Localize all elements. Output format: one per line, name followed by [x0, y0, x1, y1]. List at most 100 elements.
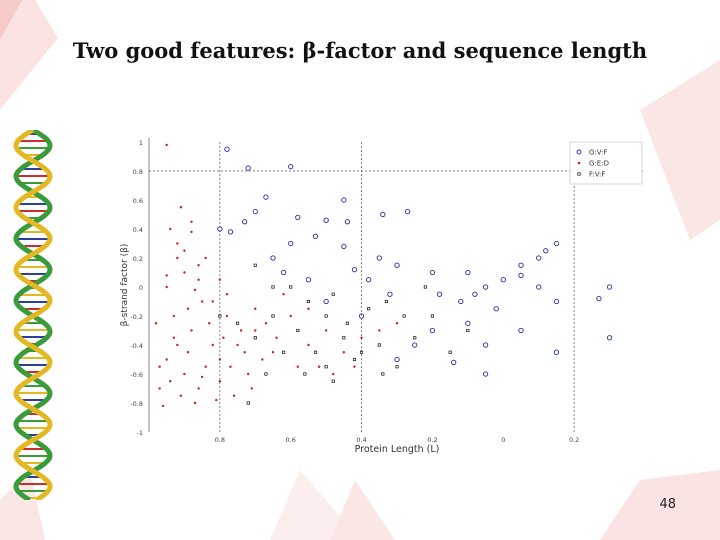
y-tick-label: -1: [137, 429, 143, 437]
data-point: [224, 146, 230, 152]
data-point: [543, 248, 549, 254]
data-point: [225, 314, 229, 318]
data-point: [553, 240, 560, 247]
data-point: [211, 300, 214, 303]
data-point: [158, 365, 161, 368]
data-point: [306, 299, 310, 304]
data-point: [165, 285, 168, 289]
data-point: [275, 336, 278, 339]
data-point: [429, 327, 436, 334]
data-point: [342, 336, 346, 340]
legend-marker: [577, 172, 581, 176]
data-point: [225, 293, 229, 296]
data-point: [245, 165, 251, 171]
data-point: [161, 404, 165, 408]
data-point: [332, 372, 335, 376]
data-point: [358, 313, 365, 319]
data-point: [282, 350, 286, 354]
data-point: [288, 240, 294, 247]
data-point: [352, 357, 357, 362]
data-point: [482, 342, 489, 348]
data-point: [324, 365, 328, 369]
data-point: [204, 365, 207, 368]
data-point: [263, 194, 269, 200]
data-point: [606, 335, 613, 341]
data-point: [289, 285, 293, 289]
y-tick-label: 1: [139, 139, 143, 147]
legend-label: F:V:F: [589, 171, 605, 179]
data-point: [323, 298, 329, 305]
data-point: [232, 394, 236, 397]
data-point: [472, 291, 478, 297]
data-point: [280, 269, 287, 276]
data-point: [200, 300, 204, 303]
x-axis-ticks: 0.8 0.6 0.4 0.2 0 0.2: [215, 436, 580, 444]
y-tick-label: 0.4: [133, 226, 143, 234]
data-point: [183, 271, 186, 274]
data-point: [331, 379, 335, 383]
data-point: [353, 365, 356, 368]
legend: G:V:F G:E:D F:V:F: [569, 141, 643, 185]
data-point: [250, 387, 253, 390]
data-point: [331, 292, 335, 296]
data-point: [429, 269, 436, 276]
data-point: [253, 336, 257, 340]
data-point: [395, 322, 399, 325]
data-point: [186, 351, 190, 354]
data-point: [172, 314, 175, 318]
data-point: [193, 401, 197, 405]
legend-marker: [577, 161, 581, 165]
data-point: [377, 343, 381, 347]
data-point: [313, 350, 318, 354]
data-point: [218, 278, 222, 281]
reference-lines: [149, 142, 645, 432]
data-point: [412, 342, 418, 348]
data-point: [384, 299, 388, 304]
y-axis-ticks: 1 0.8 0.6 0.4 0.2 0 -0.2 -0.4 -0.6 -0.8 -1: [130, 139, 143, 437]
data-point: [367, 307, 371, 311]
data-point: [176, 242, 179, 245]
data-point: [344, 219, 351, 225]
data-point: [254, 329, 257, 332]
data-point: [254, 307, 257, 310]
data-point: [518, 272, 524, 279]
data-point: [518, 262, 524, 268]
data-point: [200, 375, 204, 379]
data-point: [317, 365, 321, 368]
y-tick-label: -0.8: [130, 400, 143, 408]
data-point: [239, 329, 243, 332]
data-point: [493, 306, 499, 312]
legend-marker: [576, 149, 582, 155]
data-point: [242, 219, 248, 225]
data-point: [218, 358, 222, 361]
x-tick-label: 0.6: [286, 436, 296, 444]
data-point: [296, 328, 300, 333]
y-tick-label: -0.4: [130, 342, 143, 350]
data-point: [296, 365, 299, 368]
data-point: [169, 227, 172, 231]
data-point: [458, 298, 464, 305]
data-point: [217, 226, 223, 232]
data-point: [243, 351, 246, 354]
data-point: [204, 256, 207, 260]
data-point: [176, 256, 179, 260]
data-point: [380, 211, 386, 218]
data-point: [261, 358, 264, 361]
data-point: [378, 329, 381, 332]
y-tick-label: -0.6: [130, 371, 143, 379]
data-point: [282, 293, 285, 296]
data-point: [360, 350, 364, 354]
data-point: [436, 291, 443, 297]
data-point: [208, 322, 211, 325]
data-point: [518, 327, 524, 334]
data-point: [394, 262, 400, 268]
data-point: [596, 295, 602, 302]
data-point: [351, 266, 358, 273]
data-point: [289, 314, 292, 318]
data-point: [222, 336, 225, 339]
data-point: [247, 372, 250, 376]
data-point: [253, 263, 257, 267]
data-point: [190, 220, 193, 223]
data-point: [465, 320, 471, 326]
data-point: [227, 229, 234, 235]
